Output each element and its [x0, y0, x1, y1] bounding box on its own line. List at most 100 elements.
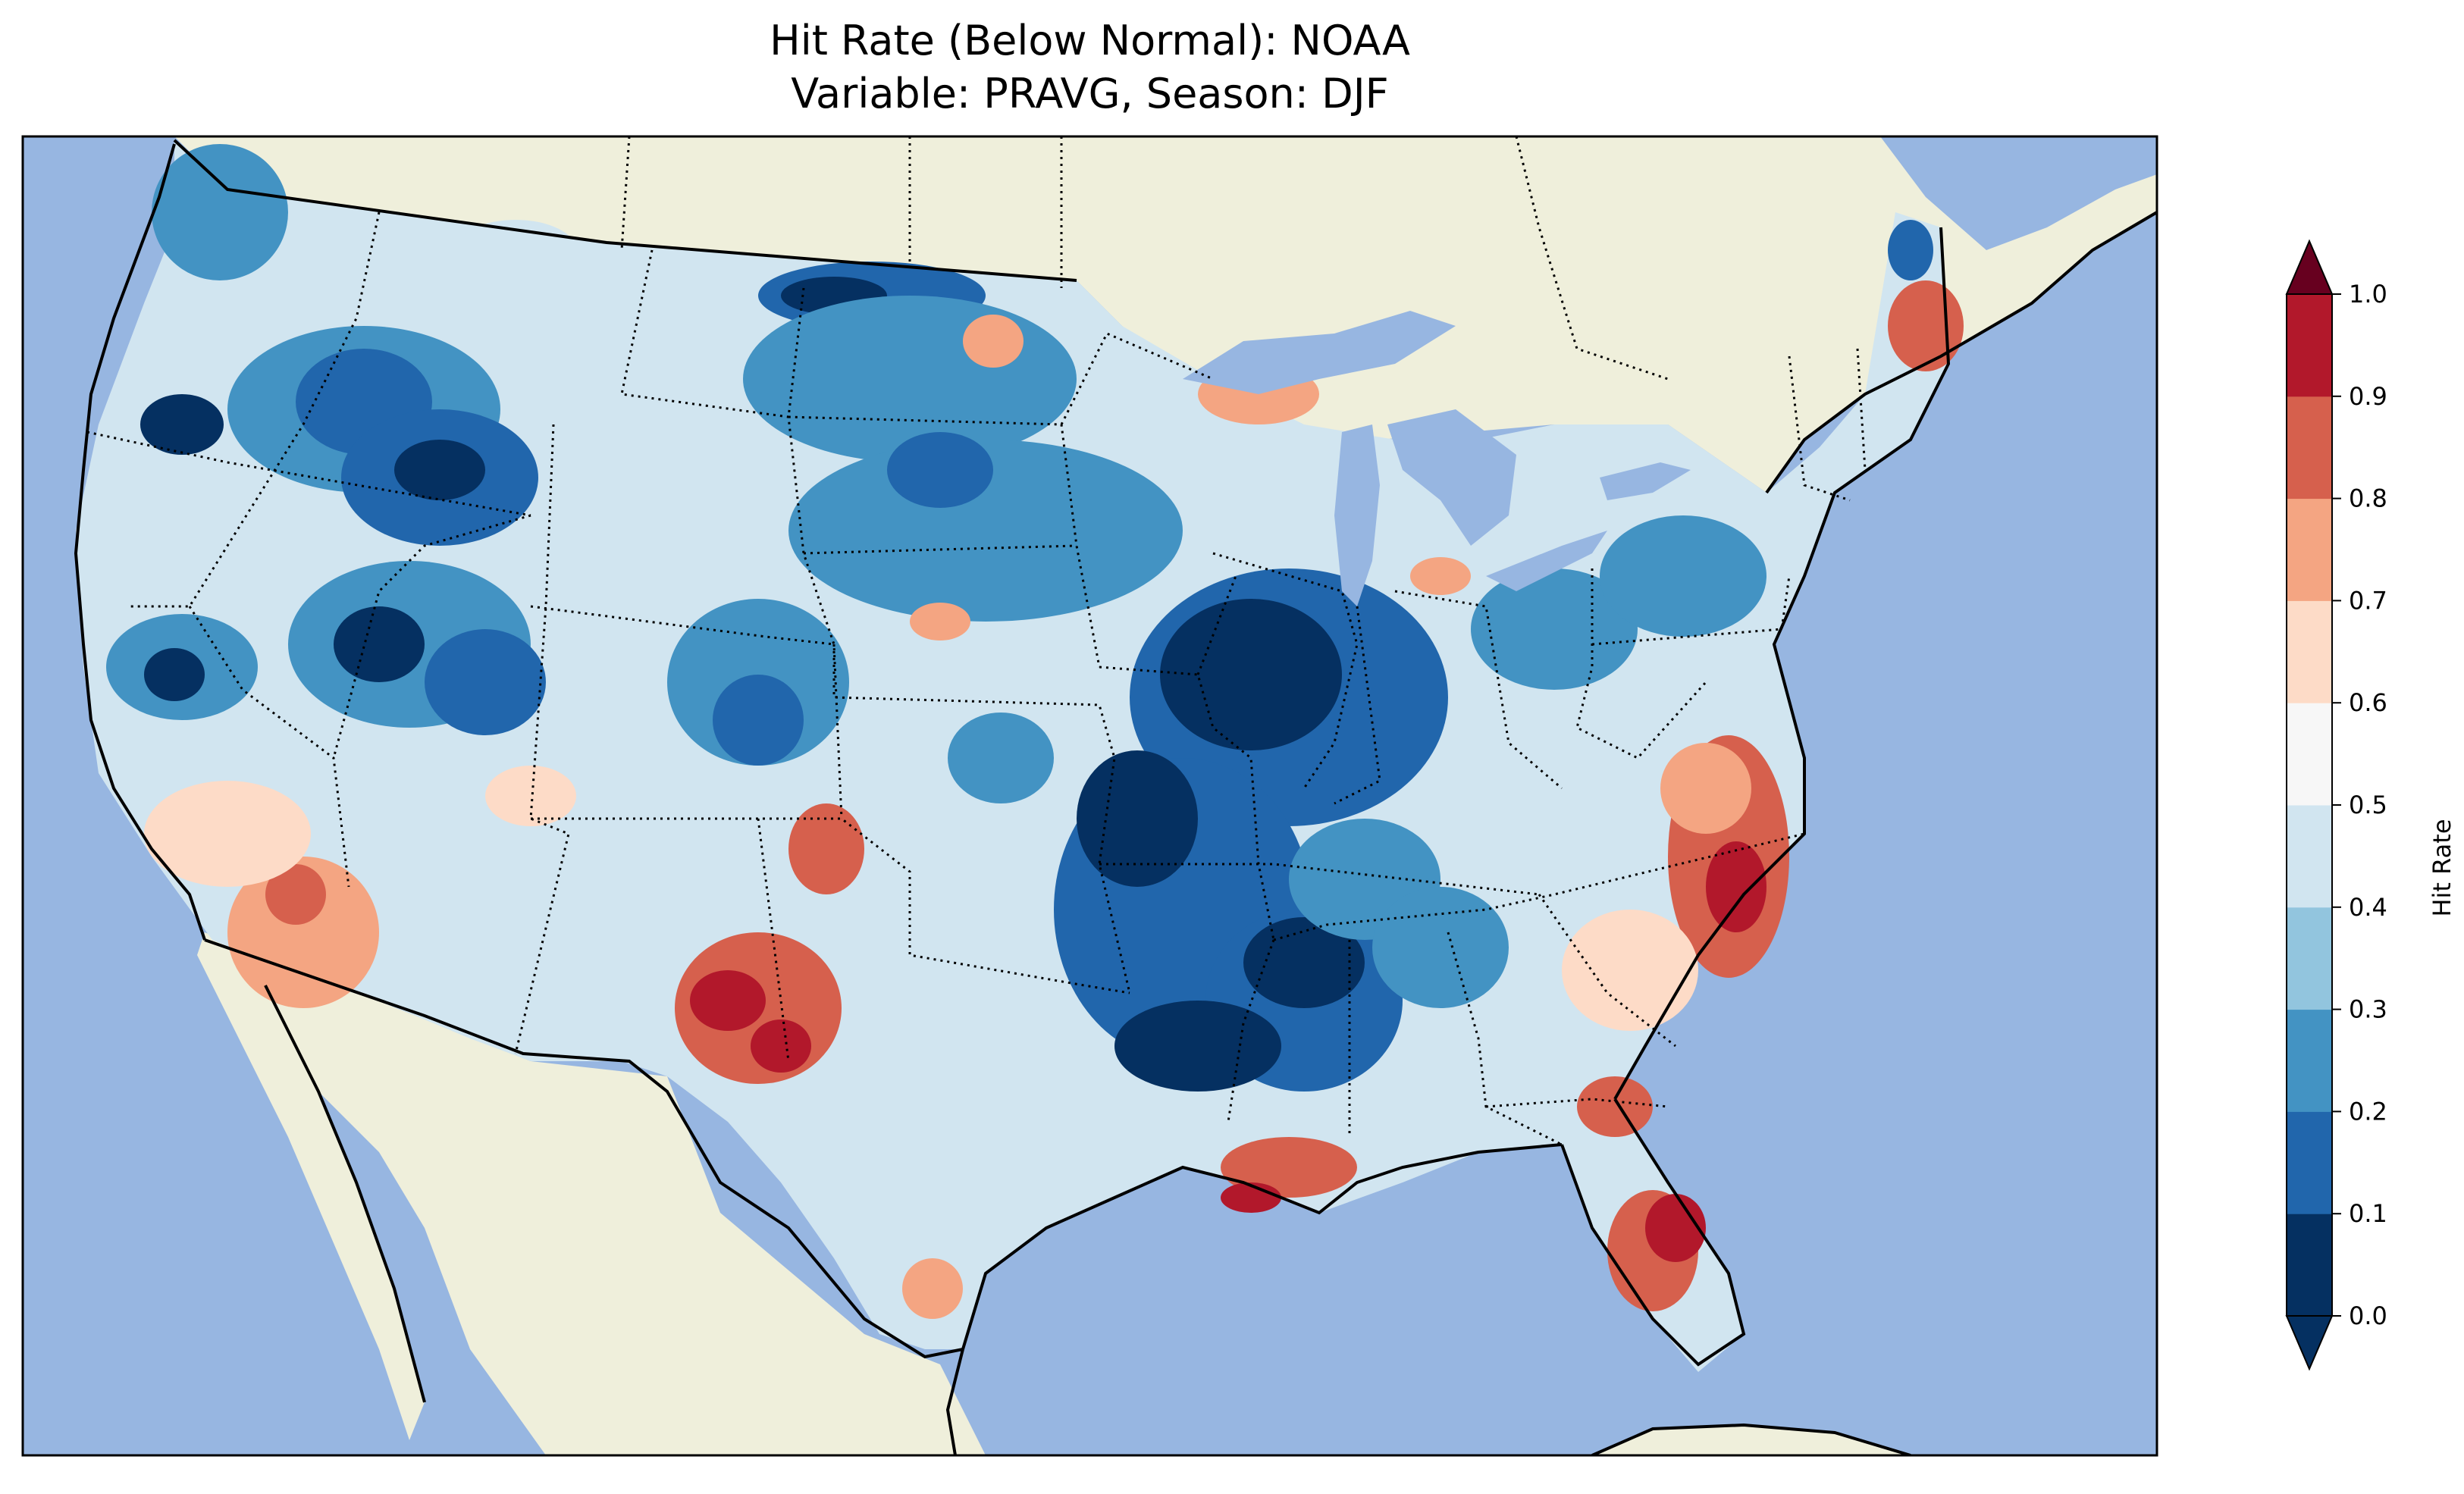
border: [620, 249, 843, 819]
mexico-gulf-coast: [945, 1348, 964, 1455]
field-blob: [887, 432, 993, 508]
field-blob: [1645, 1194, 1706, 1262]
colorbar-extend-max: [2285, 239, 2334, 295]
colorbar-tick-label: 0.3: [2349, 995, 2387, 1024]
baja-coast: [264, 985, 426, 1403]
field-blob: [713, 675, 804, 766]
border: [1447, 932, 1563, 1146]
field-blob: [485, 766, 576, 826]
colorbar: 0.0 0.1 0.2 0.3 0.4 0.5 0.6 0.7 0.8 0.9 1.0 Hit Ra…: [2285, 239, 2456, 1371]
us-canada-border: [173, 139, 1077, 282]
colorbar-segment: [2287, 1009, 2332, 1112]
field-blob: [963, 315, 1024, 368]
mexico-land: [205, 932, 986, 1455]
field-blob: [690, 970, 766, 1031]
field-blob: [788, 440, 1183, 622]
florida-coast: [1560, 1098, 1746, 1367]
map-title: Hit Rate (Below Normal): NOAA: [770, 17, 1410, 64]
map-frame: [21, 135, 2158, 1457]
field-blob: [394, 440, 485, 500]
colorbar-tick-label: 0.2: [2349, 1097, 2387, 1126]
coastlines: [74, 139, 2157, 1455]
lake-superior: [1183, 311, 1456, 394]
colorbar-tick-label: 0.9: [2349, 382, 2387, 411]
colorbar-tick-label: 0.4: [2349, 893, 2387, 922]
great-lakes: [1183, 311, 1691, 606]
border: [188, 606, 350, 888]
field-blob: [1471, 568, 1638, 690]
field-blob: [1372, 887, 1509, 1008]
field-blob: [751, 1019, 811, 1073]
gulf-coast: [961, 1143, 1563, 1350]
colorbar-tick-label: 0.1: [2349, 1199, 2387, 1228]
border: [1060, 332, 1214, 425]
field-blob: [144, 781, 311, 887]
colorbar-segment: [2287, 396, 2332, 500]
colorbar-tick-label: 0.8: [2349, 484, 2387, 513]
colorbar-segment: [2287, 600, 2332, 703]
map-subtitle: Variable: PRAVG, Season: DJF: [791, 70, 1389, 117]
lake-erie: [1486, 531, 1607, 591]
field-blob: [1660, 743, 1751, 834]
field-blob: [425, 629, 546, 735]
field-blob: [334, 606, 425, 682]
lake-michigan: [1334, 424, 1380, 606]
field-blob: [1600, 515, 1766, 637]
east-coast: [1613, 227, 1951, 1100]
map-panel: [23, 136, 2157, 1455]
border: [1485, 1098, 1669, 1108]
field-blob: [265, 864, 326, 925]
field-blob: [152, 144, 288, 280]
colorbar-segment: [2287, 1111, 2332, 1214]
state-borders: [86, 136, 1867, 1146]
field-blob: [1114, 1001, 1281, 1092]
field-blob: [910, 603, 970, 641]
field-blob: [1221, 1137, 1357, 1198]
border: [332, 514, 531, 759]
border: [1099, 666, 1275, 941]
border: [1212, 552, 1359, 789]
border: [1591, 575, 1791, 646]
colorbar-segment: [2287, 1214, 2332, 1317]
border: [1515, 136, 1669, 381]
west-coast: [74, 143, 206, 941]
colorbar-tick-label: 0.5: [2349, 791, 2387, 819]
field-blob: [1706, 841, 1766, 932]
colorbar-label: Hit Rate: [2428, 819, 2456, 916]
field-blob: [1577, 1076, 1653, 1137]
colorbar-segment: [2287, 498, 2332, 601]
colorbar-ticks: 0.0 0.1 0.2 0.3 0.4 0.5 0.6 0.7 0.8 0.9 1.0: [2332, 280, 2387, 1330]
us-mexico-border: [204, 938, 964, 1359]
colorbar-tick-label: 0.7: [2349, 586, 2387, 615]
border: [1788, 355, 1851, 502]
colorbar-tick-label: 1.0: [2349, 280, 2387, 309]
border: [86, 431, 531, 517]
colorbar-segment: [2287, 907, 2332, 1010]
border: [1538, 894, 1676, 1048]
border: [803, 544, 1077, 555]
field-blob: [743, 296, 1077, 462]
border: [1227, 939, 1275, 1123]
field-blob: [1160, 599, 1342, 750]
colorbar-segment: [2287, 703, 2332, 806]
field-blob: [902, 1258, 963, 1319]
lake-huron: [1387, 409, 1516, 546]
canada-land: [174, 136, 2157, 493]
field-blob: [1410, 557, 1471, 595]
colorbar-segment: [2287, 805, 2332, 908]
colorbar-tick-label: 0.0: [2349, 1301, 2387, 1330]
field-blob: [1888, 220, 1933, 280]
field-blob: [1077, 750, 1198, 887]
field-blob: [140, 394, 224, 455]
field-blob: [788, 803, 864, 894]
colorbar-extend-min: [2285, 1315, 2334, 1371]
field-blob: [1562, 910, 1698, 1031]
colorbar-tick-label: 0.6: [2349, 688, 2387, 717]
colorbar-segments: [2286, 293, 2333, 1317]
caribbean-coast: [1591, 1423, 1911, 1455]
field-blob: [1888, 280, 1964, 371]
canada-coast: [1765, 211, 2157, 494]
field-blob: [948, 713, 1054, 803]
lake-ontario: [1600, 462, 1691, 500]
